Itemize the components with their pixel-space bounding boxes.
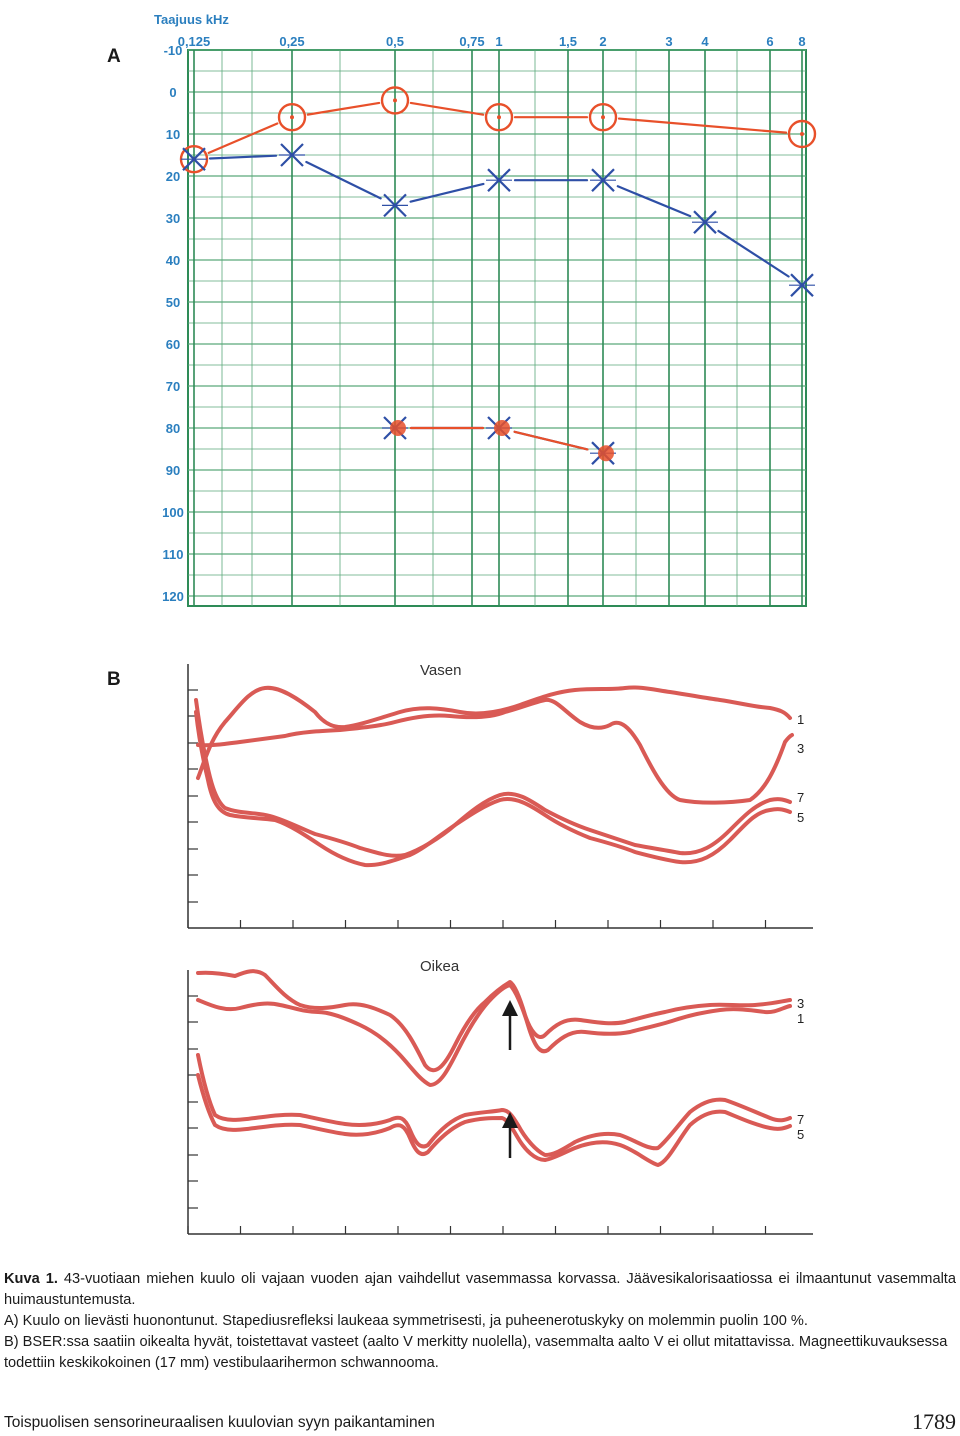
arrow-up-icon <box>502 1000 518 1050</box>
panel-b-letter: B <box>107 669 121 690</box>
arrow-up-icon <box>502 1112 518 1158</box>
circle-marker-center <box>290 115 294 120</box>
circle-marker-center <box>393 98 397 103</box>
cross-marker <box>279 143 305 167</box>
db-tick-label: 100 <box>162 505 184 520</box>
circle-marker <box>380 86 410 115</box>
trace-label: 3 <box>797 996 804 1011</box>
right-trace-3 <box>196 969 792 1073</box>
cross-marker <box>590 168 616 192</box>
panel-a-letter: A <box>107 46 121 67</box>
circle-marker <box>484 102 514 132</box>
right-trace-5 <box>196 1073 792 1167</box>
left-trace-labels: 1 3 7 5 <box>797 712 804 825</box>
series-segment <box>513 430 589 451</box>
frequency-tick-label: 1 <box>495 34 502 49</box>
right-ear-traces <box>196 969 792 1167</box>
circle-marker <box>787 119 817 149</box>
db-tick-label: 90 <box>166 463 180 478</box>
series-segment <box>409 182 485 203</box>
frequency-tick-labels: 0,125 0,25 0,5 0,75 1 1,5 2 3 4 6 8 <box>178 34 806 49</box>
circle-marker-center <box>497 115 501 120</box>
left-trace-1 <box>196 685 792 780</box>
audiogram-series-1 <box>179 86 817 174</box>
bser-chart: Vasen Oikea 1 3 7 5 3 1 7 5 <box>187 662 813 1235</box>
figure-caption: Kuva 1. 43-vuotiaan miehen kuulo oli vaj… <box>4 1269 956 1374</box>
filled-circle-marker <box>390 420 406 436</box>
audiogram-chart: 0,125 0,25 0,5 0,75 1 1,5 2 3 4 6 8 -10 0 10 20 30 40 50… <box>154 12 817 607</box>
frequency-tick-label: 0,5 <box>386 34 404 49</box>
db-tick-label: 70 <box>166 379 180 394</box>
right-ear-label: Oikea <box>420 958 460 975</box>
db-tick-label: 50 <box>166 295 180 310</box>
frequency-tick-label: 0,75 <box>459 34 484 49</box>
trace-label: 1 <box>797 712 804 727</box>
frequency-tick-label: 1,5 <box>559 34 577 49</box>
circle-marker-center <box>800 132 804 136</box>
cross-marker <box>181 147 207 171</box>
caption-line-3: B) BSER:ssa saatiin oikealta hyvät, tois… <box>4 1334 948 1371</box>
right-trace-7 <box>196 1053 792 1157</box>
frequency-tick-label: 0,125 <box>178 34 211 49</box>
db-tick-label: 30 <box>166 211 180 226</box>
series-segment <box>617 117 788 134</box>
trace-label: 5 <box>797 1127 804 1142</box>
left-trace-3 <box>196 697 794 805</box>
frequency-tick-label: 2 <box>599 34 606 49</box>
caption-line-1: 43-vuotiaan miehen kuulo oli vajaan vuod… <box>4 1271 956 1308</box>
filled-circle-marker <box>598 445 614 462</box>
trace-label: 5 <box>797 810 804 825</box>
frequency-tick-label: 6 <box>766 34 773 49</box>
page-number: 1789 <box>912 1409 956 1434</box>
audiogram-grid <box>187 49 807 607</box>
right-trace-1 <box>196 983 792 1087</box>
bser-axes <box>187 664 813 1235</box>
cross-marker <box>789 273 815 297</box>
left-ear-traces <box>194 685 794 868</box>
series-segment <box>717 229 790 278</box>
cross-marker <box>382 193 408 218</box>
trace-label: 7 <box>797 1112 804 1127</box>
caption-line-2: A) Kuulo on lievästi huonontunut. Staped… <box>4 1313 808 1329</box>
footer-article-title: Toispuolisen sensorineuraalisen kuulovia… <box>4 1414 435 1431</box>
db-tick-label: 0 <box>169 85 176 100</box>
audiogram-series <box>179 86 817 465</box>
trace-label: 1 <box>797 1011 804 1026</box>
left-trace-5 <box>194 710 792 868</box>
cross-marker <box>692 210 718 234</box>
series-segment <box>616 185 692 218</box>
frequency-tick-label: 3 <box>665 34 672 49</box>
trace-label: 7 <box>797 790 804 805</box>
left-trace-7 <box>194 698 792 858</box>
db-tick-label: 80 <box>166 421 180 436</box>
db-tick-label: 40 <box>166 253 180 268</box>
cross-marker <box>486 168 512 192</box>
series-segment <box>305 160 382 200</box>
frequency-axis-title: Taajuus kHz <box>154 12 229 27</box>
db-tick-labels: -10 0 10 20 30 40 50 60 70 80 90 100 110 120 <box>162 43 184 604</box>
series-segment <box>207 122 279 154</box>
filled-circle-marker <box>494 420 510 436</box>
audiogram-series-4 <box>390 420 614 462</box>
series-segment <box>306 101 381 116</box>
caption-label: Kuva 1. <box>4 1271 58 1287</box>
left-ear-label: Vasen <box>420 662 461 679</box>
audiogram-series-2 <box>181 143 815 297</box>
db-tick-label: 110 <box>163 547 184 562</box>
trace-label: 3 <box>797 741 804 756</box>
db-tick-label: 120 <box>162 589 184 604</box>
circle-marker-center <box>601 115 605 120</box>
db-tick-label: 10 <box>166 127 180 142</box>
frequency-tick-label: 8 <box>798 34 805 49</box>
circle-marker <box>277 102 307 132</box>
frequency-tick-label: 4 <box>701 34 709 49</box>
series-segment <box>208 154 278 160</box>
circle-marker <box>588 102 618 132</box>
db-tick-label: 20 <box>166 169 180 184</box>
frequency-tick-label: 0,25 <box>279 34 304 49</box>
db-tick-label: 60 <box>166 337 180 352</box>
series-segment <box>409 101 485 116</box>
right-trace-labels: 3 1 7 5 <box>797 996 804 1142</box>
db-tick-label: -10 <box>164 43 183 58</box>
